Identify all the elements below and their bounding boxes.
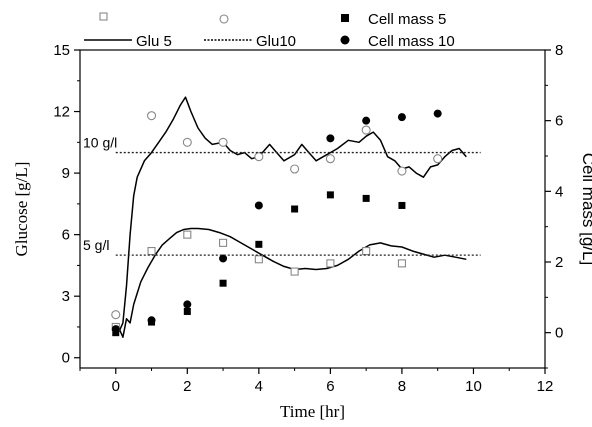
marker-filled-square <box>291 205 299 213</box>
y-left-tick-label: 0 <box>62 350 70 367</box>
marker-filled-square <box>183 307 191 315</box>
marker-filled-circle <box>362 116 371 125</box>
x-tick-label: 10 <box>465 378 482 395</box>
marker-filled-circle <box>254 201 263 210</box>
marker-open-circle <box>397 166 407 176</box>
plot-markers <box>111 109 443 337</box>
marker-filled-square <box>362 194 370 202</box>
marker-filled-circle <box>433 109 442 118</box>
marker-open-circle <box>146 111 157 121</box>
y-right-tick-label: 0 <box>555 325 563 342</box>
marker-filled-circle <box>219 254 228 263</box>
y-axis-left-label: Glucose [g/L] <box>12 162 31 257</box>
marker-open-circle <box>325 154 335 164</box>
legend-label-glu-10: Glu10 <box>256 33 296 50</box>
marker-filled-square <box>326 191 334 199</box>
legend-filled-circle <box>340 35 350 45</box>
x-tick-label: 2 <box>183 378 191 395</box>
marker-filled-circle <box>397 113 406 122</box>
setpoint-lines: 10 g/l 5 g/l <box>83 135 481 256</box>
legend-filled-square <box>341 14 349 22</box>
y-right-tick-label: 2 <box>555 254 563 271</box>
marker-open-circle <box>182 137 192 147</box>
legend: Glu 5 Glu10 Cell mass 5 Cell mass 10 <box>84 11 455 50</box>
y-left-tick-label: 15 <box>53 42 70 59</box>
x-tick-label: 4 <box>255 378 263 395</box>
series-line-glu-10 <box>115 96 467 332</box>
legend-open-square <box>99 12 108 21</box>
marker-open-square <box>290 267 299 276</box>
y-left-tick-label: 9 <box>62 165 70 182</box>
marker-open-square <box>219 238 228 247</box>
marker-filled-circle <box>183 300 192 309</box>
x-tick-label: 8 <box>398 378 406 395</box>
marker-open-square <box>254 255 263 264</box>
y-right-tick-label: 6 <box>555 113 563 130</box>
marker-open-circle <box>254 152 264 162</box>
marker-open-square <box>183 230 192 239</box>
y-right-tick-label: 8 <box>555 42 563 59</box>
y-left-tick-label: 12 <box>53 104 70 121</box>
x-tick-label: 6 <box>326 378 334 395</box>
legend-open-circle <box>219 14 229 24</box>
y-left-tick-label: 6 <box>62 227 70 244</box>
marker-open-circle <box>433 154 443 164</box>
marker-open-square <box>326 259 335 268</box>
marker-open-square <box>147 247 156 256</box>
setpoint-label: 10 g/l <box>83 135 117 151</box>
marker-open-square <box>362 247 371 256</box>
legend-label-glu-5: Glu 5 <box>136 33 172 50</box>
legend-label-cell-mass-10: Cell mass 10 <box>368 33 455 50</box>
marker-filled-square <box>219 279 227 287</box>
y-left-tick-label: 3 <box>62 288 70 305</box>
series-line-glu-5 <box>115 227 467 338</box>
marker-filled-circle <box>111 325 120 334</box>
marker-open-circle <box>361 125 371 135</box>
marker-open-circle <box>111 310 121 320</box>
marker-filled-square <box>255 240 263 248</box>
marker-open-circle <box>290 164 300 174</box>
x-axis-label: Time [hr] <box>280 402 345 421</box>
setpoint-label: 5 g/l <box>83 237 109 253</box>
axes: 0 2 4 6 8 10 12 0 3 6 9 12 15 0 2 4 6 8 <box>53 42 563 395</box>
marker-filled-circle <box>326 134 335 143</box>
marker-open-square <box>397 259 406 268</box>
x-tick-label: 12 <box>537 378 554 395</box>
marker-filled-square <box>398 201 406 209</box>
plot-frame <box>79 49 546 369</box>
marker-filled-circle <box>147 316 156 325</box>
plot-lines <box>115 96 467 338</box>
y-axis-right-label: Cell mass [g/L] <box>579 153 592 265</box>
legend-label-cell-mass-5: Cell mass 5 <box>368 11 446 28</box>
x-tick-label: 0 <box>112 378 120 395</box>
y-right-tick-label: 4 <box>555 183 563 200</box>
marker-open-circle <box>218 137 228 147</box>
